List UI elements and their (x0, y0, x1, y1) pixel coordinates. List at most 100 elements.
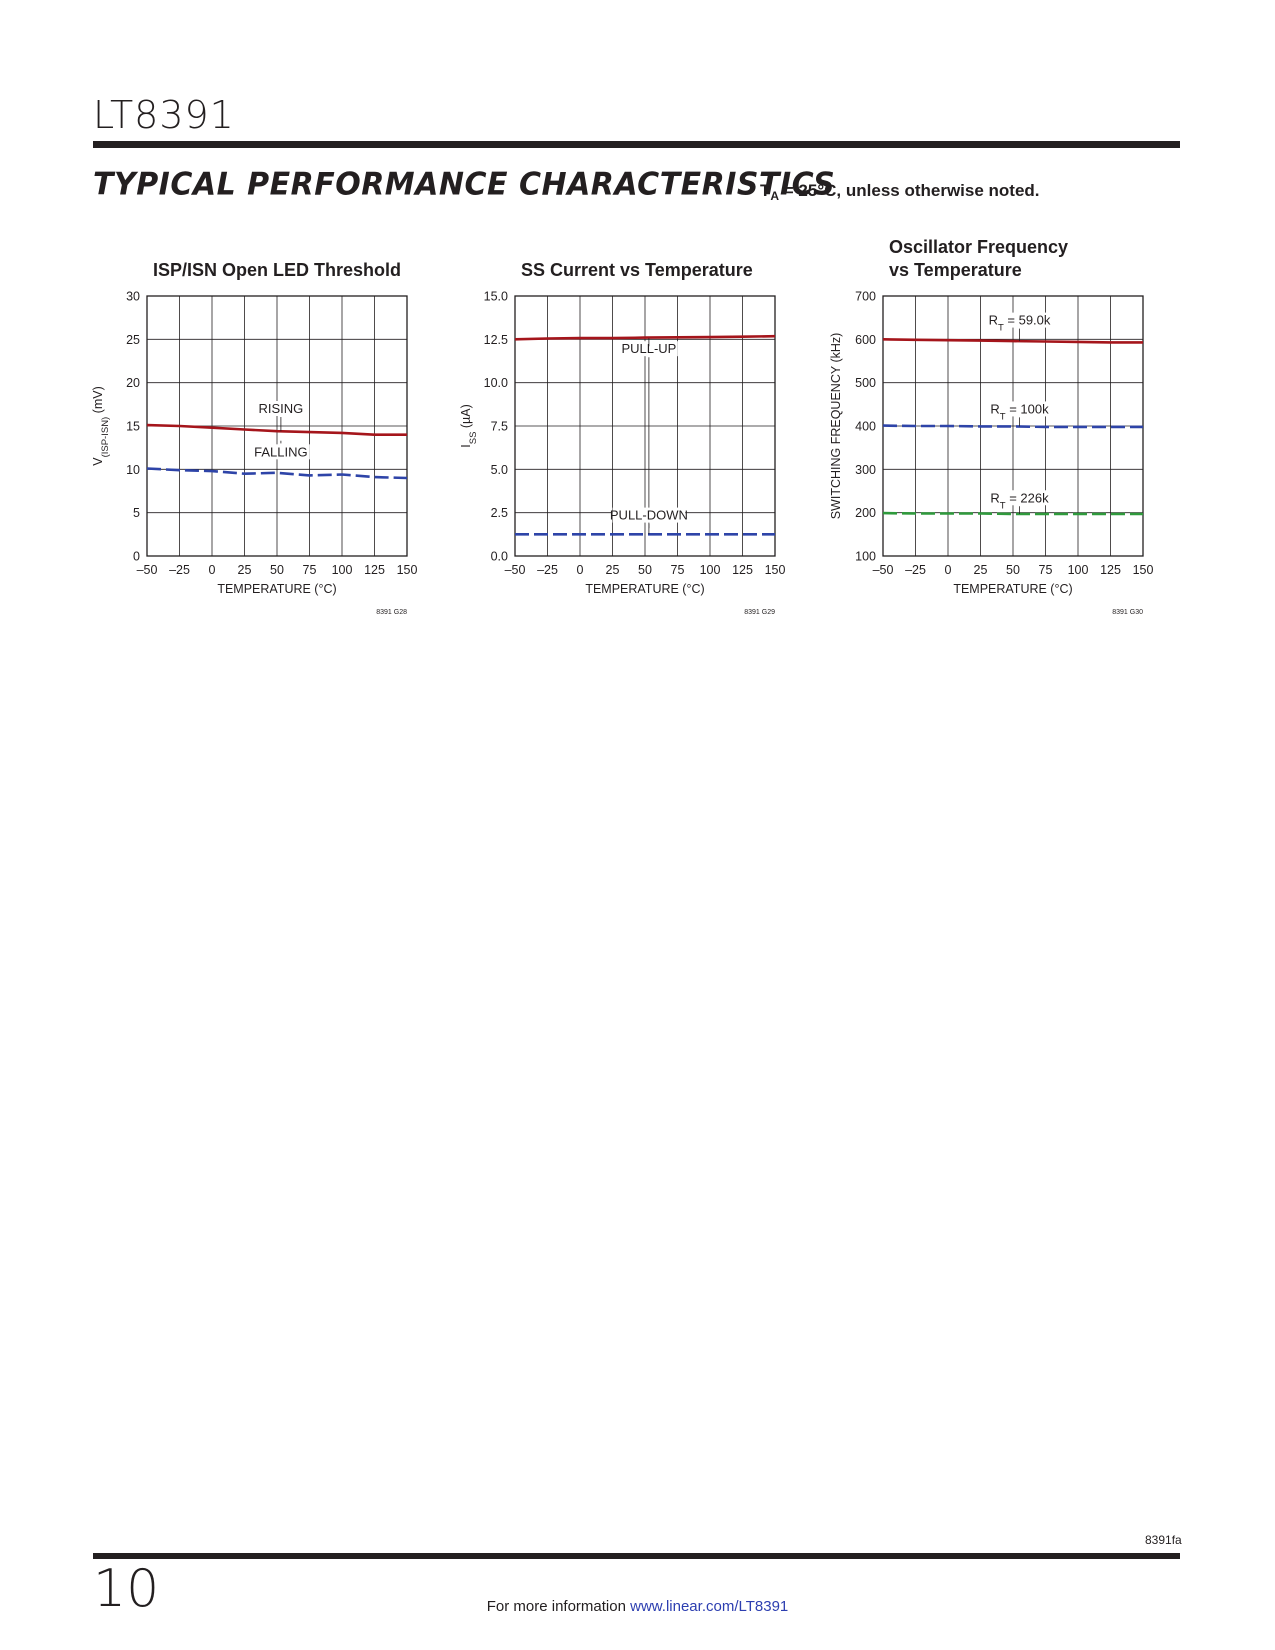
annotation-label: PULL-DOWN (610, 508, 688, 523)
annotation-label: RT = 100k (990, 401, 1049, 422)
y-axis-title: V(ISP-ISN) (mV) (91, 386, 111, 466)
annotation-label-main: R (990, 490, 999, 505)
annotation-label: RT = 226k (990, 490, 1049, 511)
x-tick-label: 150 (765, 563, 786, 577)
y-axis-title-tail: (µA) (459, 404, 473, 431)
x-axis-title: TEMPERATURE (°C) (953, 582, 1072, 596)
series-line-2 (882, 424, 1143, 429)
series-line-1 (882, 338, 1143, 344)
x-tick-label: 50 (638, 563, 652, 577)
x-tick-label: –50 (873, 563, 894, 577)
y-tick-label: 300 (855, 463, 876, 477)
x-tick-label: –25 (169, 563, 190, 577)
chart-isp-isn-threshold: –50 –25 0 25 50 75 100 125 150 0 5 10 15 20 25 30 TEMPER… (91, 290, 418, 617)
annotation-backing (255, 401, 307, 416)
series-line-2 (146, 467, 408, 480)
annotation-label-tail: = 59.0k (1004, 313, 1051, 328)
y-tick-label: 10 (126, 463, 140, 477)
annotation-backing (620, 341, 678, 357)
test-conditions: TA = 25°C, unless otherwise noted. (760, 182, 1040, 202)
annotation-backing (612, 507, 686, 523)
x-tick-label: 125 (364, 563, 385, 577)
x-tick-label: 0 (209, 563, 216, 577)
annotation-label-sub: T (1000, 411, 1006, 422)
x-tick-label: 100 (1068, 563, 1089, 577)
x-tick-label: –50 (505, 563, 526, 577)
y-tick-label: 200 (855, 506, 876, 520)
y-axis-title: ISS (µA) (459, 404, 479, 448)
y-tick-label: 30 (126, 290, 140, 304)
y-tick-label: 2.5 (491, 506, 508, 520)
revision-code: 8391fa (1145, 1533, 1182, 1547)
figure-ref-code: 8391 G29 (744, 609, 775, 616)
footer-text: For more information (486, 1598, 631, 1615)
annotation-label-main: R (990, 401, 999, 416)
y-tick-label: 600 (855, 333, 876, 347)
x-tick-label: 25 (974, 563, 988, 577)
y-axis-title: SWITCHING FREQUENCY (kHz) (829, 333, 843, 520)
conditions-subscript: A (770, 189, 780, 203)
y-tick-label: 25 (126, 333, 140, 347)
x-tick-label: 25 (238, 563, 252, 577)
x-tick-label: 50 (270, 563, 284, 577)
series-line-1 (146, 423, 407, 436)
annotation-label-sub: T (998, 322, 1004, 333)
conditions-suffix: = 25°C, unless otherwise noted. (779, 181, 1040, 200)
figure-ref-code: 8391 G30 (1112, 609, 1143, 616)
x-tick-label: 125 (732, 563, 753, 577)
x-axis-title: TEMPERATURE (°C) (217, 582, 336, 596)
y-axis-title-main: I (459, 444, 473, 447)
y-tick-label: 12.5 (484, 333, 508, 347)
annotation-backing (988, 490, 1051, 506)
chart-ss-current: –50 –25 0 25 50 75 100 125 150 0.0 2.5 5.0 7.5 10.0 12… (459, 290, 786, 617)
y-tick-label: 7.5 (491, 420, 508, 434)
x-tick-label: 50 (1006, 563, 1020, 577)
x-axis-title: TEMPERATURE (°C) (585, 582, 704, 596)
x-tick-label: 150 (1133, 563, 1154, 577)
x-tick-label: –25 (905, 563, 926, 577)
annotation-label-tail: = 226k (1006, 490, 1050, 505)
series-line-3 (882, 511, 1143, 516)
annotation-backing (252, 444, 310, 460)
y-axis-title-sub: SS (468, 432, 479, 445)
plot-frame (514, 295, 776, 557)
x-tick-label: 75 (1039, 563, 1053, 577)
y-tick-label: 20 (126, 376, 140, 390)
y-tick-label: 5 (133, 506, 140, 520)
annotation-backing (988, 401, 1051, 417)
x-tick-label: 100 (700, 563, 721, 577)
chart-3-title-line2: vs Temperature (889, 260, 1022, 280)
y-axis-title-sub: (ISP-ISN) (100, 417, 111, 458)
figure-ref-code: 8391 G28 (376, 609, 407, 616)
y-tick-label: 500 (855, 376, 876, 390)
y-tick-label: 10.0 (484, 376, 508, 390)
footer-info: For more information www.linear.com/LT83… (0, 1598, 1275, 1615)
annotation-label-sub: T (1000, 500, 1006, 511)
annotation-label-main: R (989, 313, 998, 328)
annotation-label: RT = 59.0k (989, 313, 1051, 334)
chart-1-title: ISP/ISN Open LED Threshold (153, 260, 402, 280)
y-tick-label: 0.0 (491, 550, 508, 564)
y-tick-label: 15.0 (484, 290, 508, 304)
y-tick-label: 15 (126, 420, 140, 434)
annotation-label: RISING (259, 401, 304, 416)
footer-link[interactable]: www.linear.com/LT8391 (630, 1598, 789, 1615)
y-tick-label: 0 (133, 550, 140, 564)
x-tick-label: 100 (332, 563, 353, 577)
annotation-backing (988, 312, 1051, 328)
x-tick-label: –25 (537, 563, 558, 577)
annotation-label: PULL-UP (621, 341, 676, 356)
header-rule (93, 141, 1180, 148)
x-tick-label: 0 (945, 563, 952, 577)
section-title: TYPICAL PERFORMANCE CHARACTERISTICS (93, 166, 836, 203)
annotation-label: FALLING (254, 444, 307, 459)
x-tick-label: 75 (303, 563, 317, 577)
part-number: LT8391 (93, 93, 235, 137)
x-tick-label: 150 (397, 563, 418, 577)
footer-rule (93, 1553, 1180, 1559)
page-number: 10 (93, 1559, 160, 1619)
conditions-prefix: T (760, 181, 771, 200)
x-tick-label: 75 (671, 563, 685, 577)
y-tick-label: 5.0 (491, 463, 508, 477)
y-tick-label: 400 (855, 420, 876, 434)
